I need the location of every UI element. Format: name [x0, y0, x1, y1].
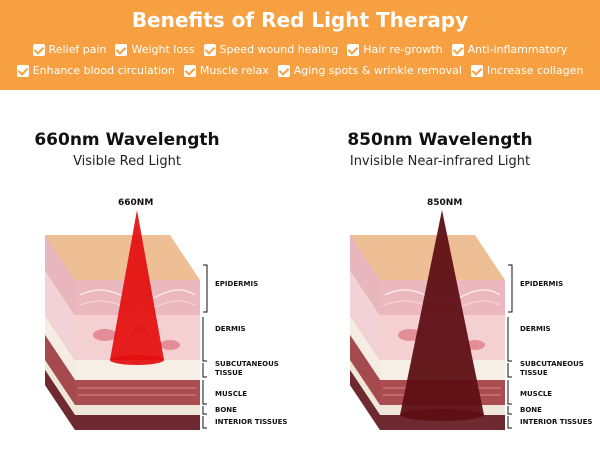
layer-label-subcutaneous: SUBCUTANEOUS TISSUE [215, 360, 279, 377]
check-icon [32, 43, 45, 56]
benefit-item: Weight loss [115, 43, 195, 56]
benefit-item: Increase collagen [470, 64, 583, 77]
check-icon [183, 64, 196, 77]
layer-label-bone: BONE [520, 406, 542, 414]
check-icon [347, 43, 360, 56]
check-icon [115, 43, 128, 56]
layer-label-subcutaneous: SUBCUTANEOUS TISSUE [520, 360, 584, 377]
layer-label-epidermis: EPIDERMIS [520, 280, 564, 288]
layer-label-interior: INTERIOR TISSUES [215, 418, 288, 426]
check-icon [470, 64, 483, 77]
benefit-item: Speed wound healing [203, 43, 338, 56]
layer-label-interior: INTERIOR TISSUES [520, 418, 593, 426]
right-heading: 850nm Wavelength [347, 130, 533, 150]
nm-label-660: 660NM [118, 198, 154, 208]
near-infrared-beam [400, 210, 484, 415]
benefit-item: Anti-inflammatory [451, 43, 567, 56]
banner-title: Benefits of Red Light Therapy [131, 8, 469, 32]
benefit-item: Hair re-growth [347, 43, 443, 56]
benefit-item: Relief pain [32, 43, 106, 56]
check-icon [451, 43, 464, 56]
layer-label-muscle: MUSCLE [520, 390, 553, 398]
skin-layers-svg [350, 210, 513, 430]
check-icon [203, 43, 216, 56]
benefit-item: Muscle relax [183, 64, 269, 77]
skin-diagram-660: 660NM EPIDERMIS DERMIS SUBCUTANEOUS TISSU… [0, 190, 300, 440]
skin-layers-svg [45, 210, 208, 430]
benefits-banner: Benefits of Red Light Therapy Relief pai… [0, 0, 600, 90]
layer-label-dermis: DERMIS [215, 325, 246, 333]
red-light-beam [110, 210, 164, 360]
check-icon [277, 64, 290, 77]
skin-diagram-850: 850NM EPIDERMIS DERMIS SUBCUTANEOUS TISSU… [305, 190, 600, 440]
benefit-item: Aging spots & wrinkle removal [277, 64, 462, 77]
benefits-row-2: Enhance blood circulation Muscle relax A… [0, 64, 600, 77]
right-subheading: Invisible Near-infrared Light [349, 154, 531, 169]
left-subheading: Visible Red Light [73, 154, 181, 169]
layer-label-muscle: MUSCLE [215, 390, 248, 398]
check-icon [16, 64, 29, 77]
left-heading: 660nm Wavelength [34, 130, 220, 150]
nm-label-850: 850NM [427, 198, 463, 208]
layer-label-bone: BONE [215, 406, 237, 414]
layer-label-epidermis: EPIDERMIS [215, 280, 259, 288]
layer-label-dermis: DERMIS [520, 325, 551, 333]
benefit-item: Enhance blood circulation [16, 64, 175, 77]
benefits-row-1: Relief pain Weight loss Speed wound heal… [0, 43, 600, 56]
